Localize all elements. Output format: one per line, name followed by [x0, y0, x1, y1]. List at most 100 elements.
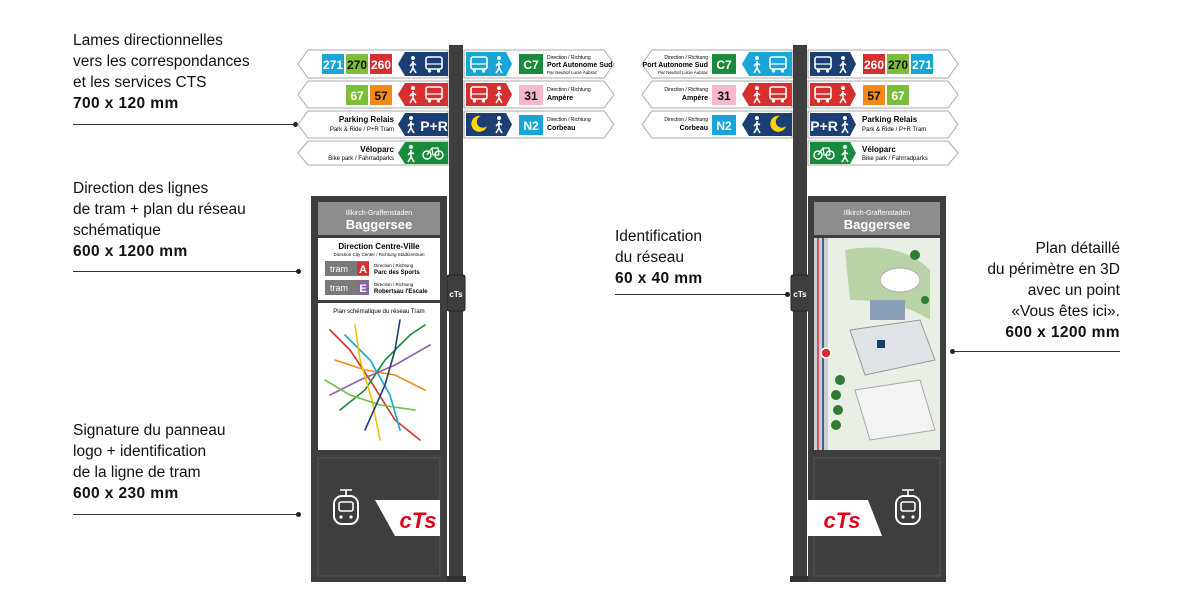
annotation-size: 600 x 230 mm [73, 485, 179, 502]
annotation-size: 600 x 1200 mm [73, 243, 188, 260]
tram-network-plan [324, 319, 431, 441]
annotation-ident: Identification du réseau 60 x 40 mm [615, 226, 703, 289]
line-badge-c7: C7 [716, 58, 732, 72]
line-badge-271: 271 [912, 58, 932, 72]
dest-ampere: Ampère [682, 95, 708, 102]
line-badge-31: 31 [717, 89, 731, 103]
blade-n2-left: N2 Direction / Richtung Corbeau [463, 110, 615, 139]
post-ident-logo: cTs [793, 290, 807, 299]
annotation-line: vers les correspondances [73, 53, 250, 70]
post-ident-logo: cTs [449, 290, 463, 299]
annotation-line: logo + identification [73, 443, 207, 460]
veloparc-label: Véloparc [862, 145, 896, 154]
dest-port-autonome: Port Autonome Sud [643, 62, 708, 69]
station-name: Baggersee [346, 217, 412, 232]
leader-dot [293, 122, 298, 127]
blade-31-right: Direction / Richtung Ampère 31 [641, 80, 793, 109]
tram-front-icon [895, 489, 921, 525]
direction-small: Direction / Richtung [664, 87, 708, 93]
direction-small: Direction / Richtung [547, 117, 591, 123]
blade-c7-left: C7 Direction / Richtung Port Autonome Su… [463, 49, 615, 79]
station-name: Baggersee [844, 217, 910, 232]
direction-small: Direction / Richtung [664, 117, 708, 123]
dest-par-neuhof: Par Neuhof Lucie Aubrac [658, 70, 709, 75]
line-badge-260: 260 [864, 58, 884, 72]
annotation-signature: Signature du panneau logo + identificati… [73, 420, 226, 504]
line-badge-57: 57 [867, 89, 881, 103]
blade-velo-left: Véloparc Bike park / Fahrradparks [297, 140, 449, 166]
line-badge-270: 270 [347, 58, 367, 72]
annotation-line: schématique [73, 222, 161, 239]
annotation-blades: Lames directionnelles vers les correspon… [73, 30, 250, 114]
annotation-size: 600 x 1200 mm [1005, 324, 1120, 341]
post [449, 45, 463, 580]
blade-bus-left: 271 270 260 [297, 49, 449, 79]
veloparc-label: Véloparc [360, 145, 394, 154]
annotation-direction: Direction des lignes de tram + plan du r… [73, 178, 246, 262]
annotation-size: 60 x 40 mm [615, 270, 703, 287]
annotation-line: du périmètre en 3D [987, 261, 1120, 278]
dest-port-autonome: Port Autonome Sud [547, 62, 612, 69]
parking-relais-label: Parking Relais [339, 115, 395, 124]
tram-label: tram [330, 264, 348, 274]
direction-title: Direction Centre-Ville [338, 242, 420, 251]
direction-small: Direction / Richtung [547, 87, 591, 93]
cts-logo: cTs [823, 508, 860, 533]
direction-small: Direction / Richtung [664, 55, 708, 61]
parking-relais-label: Parking Relais [862, 115, 918, 124]
tram-front-icon [333, 489, 359, 525]
leader-line [615, 294, 787, 295]
annotation-line: Signature du panneau [73, 422, 226, 439]
blade-parking-left: Parking Relais Park & Ride / P+R Tram P+… [297, 110, 449, 139]
dest-parc-des-sports: Parc des Sports [374, 270, 420, 276]
bike-park-label: Bike park / Fahrradparks [862, 156, 928, 162]
line-badge-57: 57 [374, 89, 388, 103]
leader-dot [296, 269, 301, 274]
tram-label: tram [330, 283, 348, 293]
cts-logo: cTs [399, 508, 436, 533]
blade-velo-right: Véloparc Bike park / Fahrradparks [807, 140, 959, 166]
blade-bus2-left: 67 57 [297, 80, 449, 109]
line-badge-n2: N2 [716, 119, 732, 133]
leader-dot [950, 349, 955, 354]
pr-icon: P+R [420, 118, 448, 134]
blade-c7-right: Direction / Richtung Port Autonome Sud P… [641, 49, 793, 79]
blade-31-left: 31 Direction / Richtung Ampère [463, 80, 615, 109]
dest-corbeau: Corbeau [680, 125, 708, 132]
line-badge-31: 31 [524, 89, 538, 103]
annotation-line: avec un point [1027, 282, 1120, 299]
left-totem: cTs 271 270 260 67 57 Par [297, 45, 615, 582]
plan-title: Plan schématique du réseau Tram [333, 309, 424, 315]
blade-bus2-right: 57 67 [807, 80, 959, 109]
annotation-line: de la ligne de tram [73, 464, 201, 481]
dest-robertsau: Robertsau l'Escale [374, 289, 428, 295]
commune-name: Illkirch-Graffenstaden [346, 210, 413, 217]
line-badge-c7: C7 [523, 58, 539, 72]
direction-subtitle: Direction City Center / Richtung Stadtze… [333, 252, 424, 257]
annotation-line: du réseau [615, 249, 684, 266]
line-badge-260: 260 [371, 58, 391, 72]
annotation-line: et les services CTS [73, 74, 207, 91]
tram-line-a: A [359, 264, 367, 276]
tram-line-e: E [359, 283, 366, 295]
annotation-line: Plan détaillé [1035, 240, 1120, 257]
blade-parking-right: P+R Parking Relais Park & Ride / P+R Tra… [807, 110, 959, 139]
post [793, 45, 807, 580]
3d-perimeter-map [814, 238, 940, 450]
blade-bus-right: 260 270 271 [807, 49, 959, 79]
annotation-line: «Vous êtes ici». [1011, 303, 1120, 320]
annotation-size: 700 x 120 mm [73, 95, 179, 112]
direction-small: Direction / Richtung [374, 282, 414, 287]
dest-ampere: Ampère [547, 95, 573, 102]
leader-dot [785, 292, 790, 297]
left-totem-panel: Illkirch-Graffenstaden Baggersee Directi… [311, 196, 447, 582]
annotation-line: Direction des lignes [73, 180, 209, 197]
line-badge-67: 67 [350, 89, 364, 103]
direction-small: Direction / Richtung [374, 263, 414, 268]
leader-line [73, 124, 295, 125]
leader-dot [296, 512, 301, 517]
bike-park-label: Bike park / Fahrradparks [328, 156, 394, 162]
park-ride-label: Park & Ride / P+R Tram [862, 127, 926, 133]
commune-name: Illkirch-Graffenstaden [844, 210, 911, 217]
